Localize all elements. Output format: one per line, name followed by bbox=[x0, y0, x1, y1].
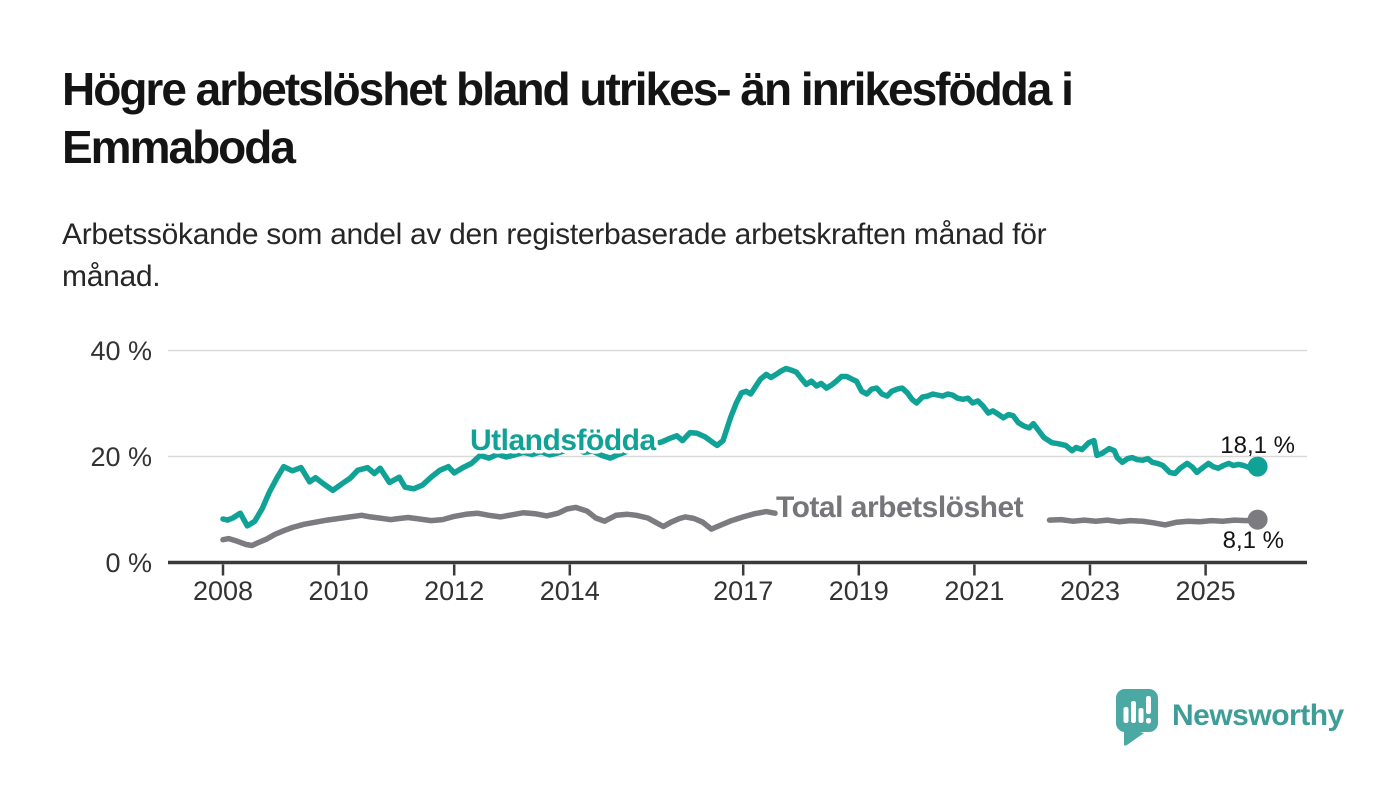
series-line-0 bbox=[220, 365, 1261, 529]
page-title: Högre arbetslöshet bland utrikes- än inr… bbox=[62, 60, 1212, 176]
end-value-label-total: 8,1 % bbox=[1223, 527, 1284, 554]
x-tick-label: 2021 bbox=[944, 576, 1005, 606]
series-label-utlandsfodda: Utlandsfödda bbox=[470, 424, 656, 457]
speech-bubble-bar-chart-icon bbox=[1116, 689, 1158, 746]
y-tick-label: 40 % bbox=[90, 335, 152, 366]
newsworthy-logo: Newsworthy bbox=[1114, 686, 1344, 746]
page-title-line-1: Högre arbetslöshet bland utrikes- än inr… bbox=[62, 63, 1074, 115]
plot-area bbox=[168, 349, 1307, 576]
newsworthy-wordmark: Newsworthy bbox=[1172, 699, 1344, 732]
chart-subtitle: Arbetssökande som andel av den registerb… bbox=[62, 214, 1302, 298]
series-line-1 bbox=[1046, 516, 1261, 528]
y-tick-label: 0 % bbox=[105, 547, 152, 578]
series-end-dot-1 bbox=[1247, 509, 1268, 530]
chart-subtitle-line-2: månad. bbox=[62, 260, 161, 293]
y-tick-label: 20 % bbox=[90, 441, 152, 472]
x-tick-label: 2012 bbox=[424, 576, 485, 606]
page-title-line-2: Emmaboda bbox=[62, 121, 296, 173]
x-tick-label: 2017 bbox=[713, 576, 774, 606]
end-value-label-utlandsfodda: 18,1 % bbox=[1220, 432, 1295, 459]
series-end-dot-0 bbox=[1247, 456, 1268, 477]
chart-subtitle-line-1: Arbetssökande som andel av den registerb… bbox=[62, 218, 1047, 251]
x-tick-label: 2010 bbox=[308, 576, 369, 606]
x-tick-label: 2019 bbox=[828, 576, 889, 606]
series-label-total-arbetsloshet: Total arbetslöshet bbox=[776, 491, 1024, 524]
series-line-1 bbox=[220, 504, 778, 549]
x-tick-label: 2014 bbox=[539, 576, 600, 606]
x-tick-label: 2025 bbox=[1175, 576, 1236, 606]
x-tick-label: 2008 bbox=[192, 576, 254, 606]
x-tick-label: 2023 bbox=[1059, 576, 1121, 606]
